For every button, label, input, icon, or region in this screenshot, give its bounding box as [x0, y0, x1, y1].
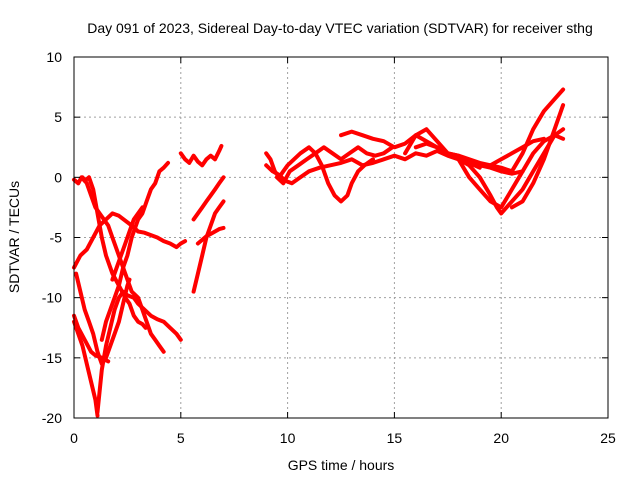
- x-tick-label: 15: [387, 430, 403, 446]
- y-tick-label: 10: [46, 49, 62, 65]
- series-line-arc-3: [72, 319, 100, 418]
- y-tick-label: -15: [42, 350, 62, 366]
- y-tick-label: -10: [42, 290, 62, 306]
- series-line-arc-7: [99, 160, 170, 342]
- series-line-arc-20: [488, 87, 566, 174]
- series-line-arc-19: [456, 133, 566, 210]
- x-tick-label: 25: [600, 430, 616, 446]
- y-tick-label: -5: [50, 230, 63, 246]
- series-line-arc-16: [274, 145, 395, 186]
- x-tick-label: 10: [280, 430, 296, 446]
- series-line-arc-13: [195, 225, 226, 246]
- y-tick-label: -20: [42, 410, 62, 426]
- x-axis-label: GPS time / hours: [288, 457, 395, 473]
- series-line-arc-21: [509, 103, 566, 210]
- series-line-arc-11: [191, 175, 226, 222]
- y-tick-label: 0: [54, 169, 62, 185]
- series-line-arc-6: [72, 313, 111, 364]
- series-line-arc-4: [95, 289, 183, 414]
- y-tick-labels: -20 -15 -10 -5 0 5 10: [42, 49, 62, 426]
- x-tick-labels: 0 5 10 15 20 25: [70, 430, 616, 446]
- chart-title: Day 091 of 2023, Sidereal Day-to-day VTE…: [87, 20, 593, 36]
- series-line-arc-8: [80, 175, 166, 354]
- series-line-arc-12: [191, 199, 226, 294]
- ticks: [73, 56, 609, 419]
- y-axis-label: SDTVAR / TECUs: [6, 181, 22, 293]
- x-tick-label: 5: [177, 430, 185, 446]
- x-tick-label: 20: [493, 430, 509, 446]
- series-line-arc-22: [413, 141, 482, 170]
- series-line-arc-9: [110, 205, 145, 282]
- y-tick-label: 5: [54, 109, 62, 125]
- series-line-arc-10: [178, 144, 224, 168]
- series-group: [72, 87, 566, 418]
- series-line-arc-15: [264, 145, 375, 204]
- series-line-arc-18: [403, 127, 566, 216]
- x-tick-label: 0: [70, 430, 78, 446]
